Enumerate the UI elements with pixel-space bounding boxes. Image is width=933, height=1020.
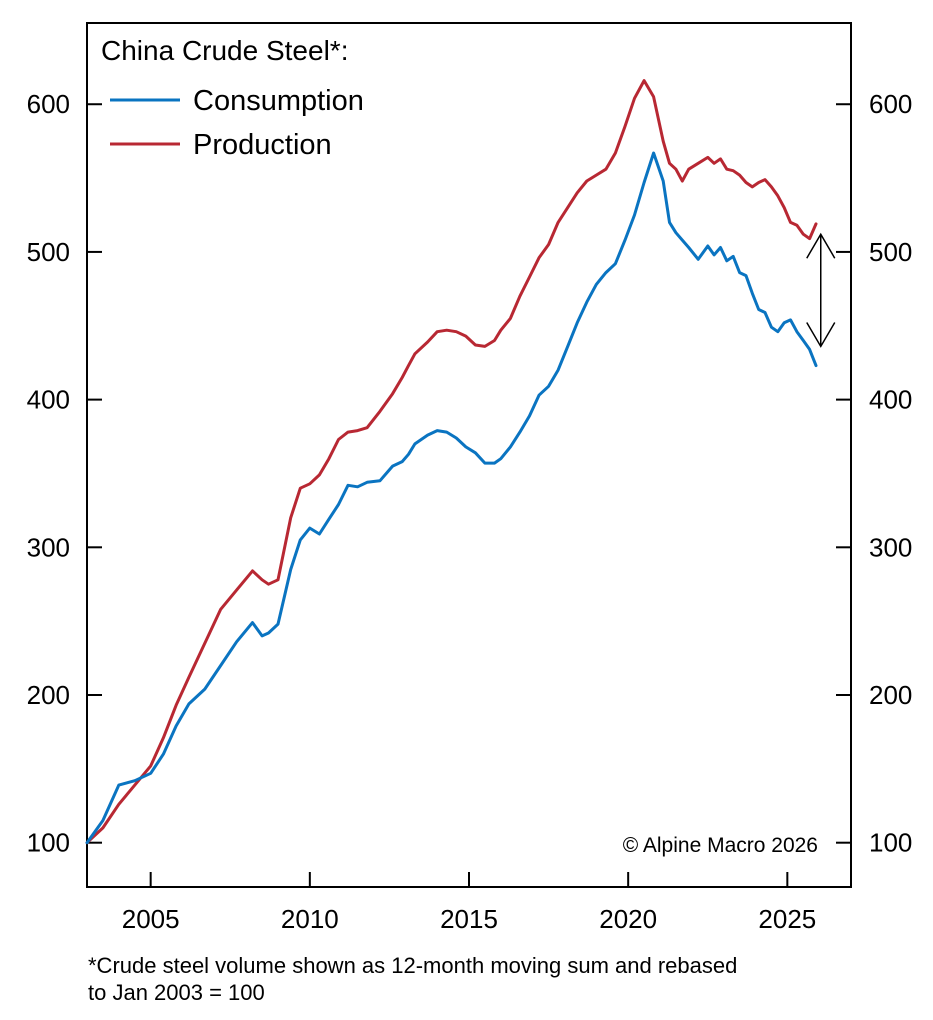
copyright-label: © Alpine Macro 2026 bbox=[623, 834, 818, 857]
y-axis-right: 100 200 300 400 500 600 bbox=[836, 89, 912, 858]
x-axis: 2005 2010 2015 2020 2025 bbox=[122, 872, 816, 934]
y-tick-label-left: 100 bbox=[27, 828, 70, 858]
x-tick-label: 2020 bbox=[599, 904, 657, 934]
y-tick-label-left: 600 bbox=[27, 89, 70, 119]
x-tick-label: 2005 bbox=[122, 904, 180, 934]
y-tick-label-left: 200 bbox=[27, 680, 70, 710]
chart-title: China Crude Steel*: bbox=[101, 35, 348, 66]
y-tick-label-right: 400 bbox=[869, 385, 912, 415]
y-tick-label-right: 200 bbox=[869, 680, 912, 710]
footnote: *Crude steel volume shown as 12-month mo… bbox=[88, 952, 918, 1006]
y-tick-label-right: 300 bbox=[869, 532, 912, 562]
gap-arrow bbox=[806, 232, 836, 348]
series-line-production bbox=[85, 79, 818, 845]
y-tick-label-left: 500 bbox=[27, 237, 70, 267]
x-tick-label: 2025 bbox=[758, 904, 816, 934]
series-line-consumption bbox=[85, 151, 818, 845]
y-tick-label-left: 300 bbox=[27, 532, 70, 562]
y-axis-left: 100 200 300 400 500 600 bbox=[27, 89, 102, 858]
legend-label-production: Production bbox=[193, 129, 332, 161]
series-layer bbox=[85, 79, 818, 845]
y-tick-label-right: 100 bbox=[869, 828, 912, 858]
footnote-line-2: to Jan 2003 = 100 bbox=[88, 980, 265, 1005]
y-tick-label-right: 600 bbox=[869, 89, 912, 119]
footnote-line-1: *Crude steel volume shown as 12-month mo… bbox=[88, 953, 738, 978]
y-tick-label-left: 400 bbox=[27, 385, 70, 415]
gap-arrow-head-bottom bbox=[806, 322, 836, 348]
legend: Consumption Production bbox=[110, 85, 364, 161]
x-tick-label: 2015 bbox=[440, 904, 498, 934]
legend-label-consumption: Consumption bbox=[193, 85, 364, 117]
x-tick-label: 2010 bbox=[281, 904, 339, 934]
gap-arrow-head-top bbox=[806, 232, 836, 259]
y-tick-label-right: 500 bbox=[869, 237, 912, 267]
